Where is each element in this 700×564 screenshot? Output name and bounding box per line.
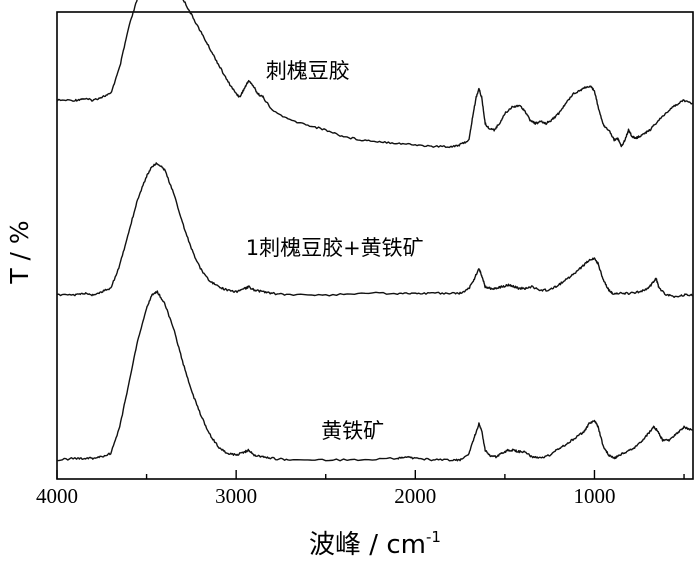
- series-line: [56, 290, 694, 462]
- x-tick-label: 3000: [215, 484, 257, 508]
- x-tick-label: 2000: [394, 484, 436, 508]
- x-axis-tick-labels: 4000 3000 2000 1000: [36, 484, 615, 508]
- series-label: 刺槐豆胶: [266, 59, 350, 83]
- x-tick-label: 1000: [573, 484, 615, 508]
- x-axis-ticks: [56, 470, 685, 479]
- series-label: 黄铁矿: [321, 419, 384, 443]
- series-line: [56, 162, 694, 299]
- plot-frame: [56, 11, 694, 480]
- x-axis-title: 波峰 / cm-1: [309, 528, 441, 560]
- spectra: [56, 0, 694, 462]
- series-line: [56, 0, 694, 149]
- x-axis-title-superscript: -1: [426, 528, 441, 546]
- x-tick-label: 4000: [36, 484, 78, 508]
- y-axis-title: T / %: [5, 220, 34, 284]
- series-label: 1刺槐豆胶+黄铁矿: [246, 236, 424, 260]
